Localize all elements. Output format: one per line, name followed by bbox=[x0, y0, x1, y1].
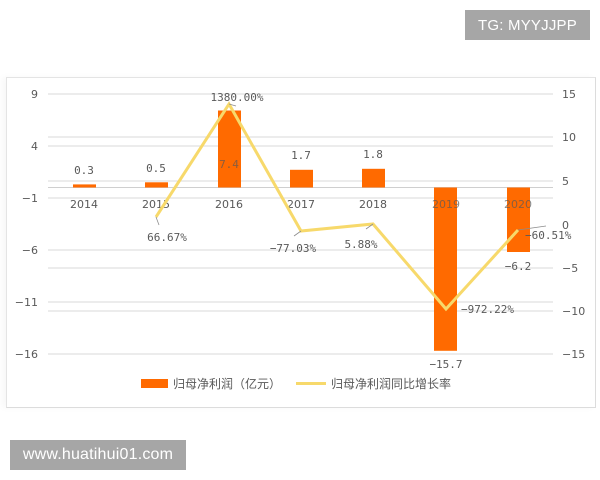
svg-text:2019: 2019 bbox=[432, 198, 460, 211]
svg-text:15: 15 bbox=[562, 88, 576, 101]
svg-text:−15.7: −15.7 bbox=[429, 358, 462, 371]
legend: 归母净利润（亿元） 归母净利润同比增长率 bbox=[141, 376, 451, 391]
bar-2016 bbox=[218, 110, 241, 188]
legend-swatch-bar bbox=[141, 379, 168, 388]
svg-text:−60.51%: −60.51% bbox=[525, 229, 572, 242]
line-labels: 66.67% 1380.00% −77.03% 5.88% −972.22% −… bbox=[147, 91, 572, 316]
left-axis: 9 4 −1 −6 −11 −16 bbox=[15, 88, 38, 361]
svg-text:−1: −1 bbox=[22, 192, 38, 205]
svg-text:4: 4 bbox=[31, 140, 38, 153]
svg-text:9: 9 bbox=[31, 88, 38, 101]
svg-text:5: 5 bbox=[562, 175, 569, 188]
svg-text:5.88%: 5.88% bbox=[344, 238, 377, 251]
bar-2014 bbox=[73, 184, 96, 188]
svg-text:−6: −6 bbox=[22, 244, 38, 257]
svg-text:0.5: 0.5 bbox=[146, 162, 166, 175]
svg-text:2018: 2018 bbox=[359, 198, 387, 211]
svg-text:−5: −5 bbox=[562, 262, 578, 275]
svg-text:0.3: 0.3 bbox=[74, 164, 94, 177]
svg-text:归母净利润同比增长率: 归母净利润同比增长率 bbox=[331, 376, 451, 391]
bar-2017 bbox=[290, 169, 313, 188]
bar-2015 bbox=[145, 182, 168, 188]
chart-panel bbox=[6, 77, 596, 408]
svg-text:7.4: 7.4 bbox=[219, 158, 239, 171]
svg-text:2020: 2020 bbox=[504, 198, 532, 211]
bar-labels: 0.3 0.5 7.4 1.7 1.8 −15.7 −6.2 bbox=[74, 148, 531, 371]
bar-2019 bbox=[434, 187, 457, 351]
svg-text:10: 10 bbox=[562, 131, 576, 144]
watermark-tg: TG: MYYJJPP bbox=[465, 10, 590, 40]
svg-text:−6.2: −6.2 bbox=[505, 260, 532, 273]
growth-line bbox=[154, 101, 520, 312]
bar-2018 bbox=[362, 168, 385, 188]
watermark-site: www.huatihui01.com bbox=[10, 440, 186, 470]
svg-text:−972.22%: −972.22% bbox=[461, 303, 514, 316]
svg-text:1.8: 1.8 bbox=[363, 148, 383, 161]
x-axis: 2014 2015 2016 2017 2018 2019 2020 bbox=[70, 198, 532, 211]
svg-text:2017: 2017 bbox=[287, 198, 315, 211]
svg-text:−16: −16 bbox=[15, 348, 38, 361]
svg-text:1.7: 1.7 bbox=[291, 149, 311, 162]
leader-lines bbox=[155, 103, 547, 237]
svg-text:1380.00%: 1380.00% bbox=[211, 91, 264, 104]
svg-text:−10: −10 bbox=[562, 305, 585, 318]
svg-text:−11: −11 bbox=[15, 296, 38, 309]
svg-text:0: 0 bbox=[562, 219, 569, 232]
right-axis: 15 10 5 0 −5 −10 −15 bbox=[562, 88, 585, 361]
svg-text:2016: 2016 bbox=[215, 198, 243, 211]
svg-text:66.67%: 66.67% bbox=[147, 231, 187, 244]
svg-text:−77.03%: −77.03% bbox=[270, 242, 317, 255]
svg-text:−15: −15 bbox=[562, 348, 585, 361]
svg-text:归母净利润（亿元）: 归母净利润（亿元） bbox=[173, 376, 281, 391]
svg-text:2014: 2014 bbox=[70, 198, 98, 211]
